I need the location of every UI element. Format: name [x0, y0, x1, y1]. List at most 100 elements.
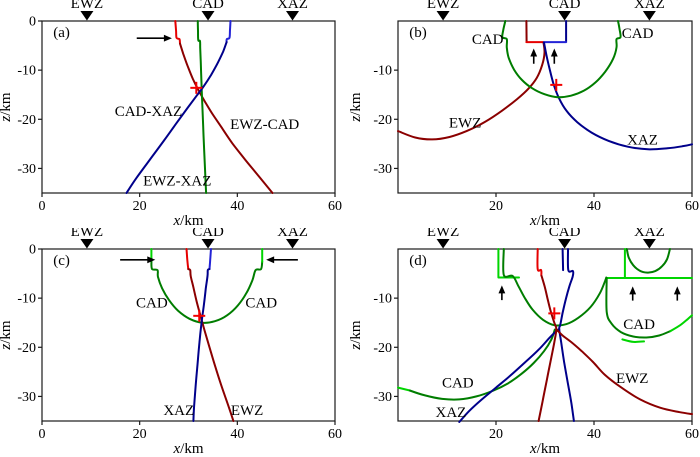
- z-tick-label: -20: [17, 341, 36, 356]
- station-label-cad: CAD: [549, 0, 581, 12]
- annotation-arrowhead: [550, 48, 558, 57]
- station-label-xaz: XAZ: [634, 0, 665, 12]
- station-label-xaz: XAZ: [634, 228, 665, 240]
- station-marker-ewz: [80, 11, 94, 21]
- curve-label-cad: CAD: [472, 32, 504, 48]
- x-tick-label: 60: [685, 427, 699, 442]
- curve-cad-blob-bright: [621, 338, 645, 343]
- station-label-cad: CAD: [549, 228, 581, 240]
- z-tick-label: -10: [373, 292, 392, 307]
- hypocenter-cross: [550, 78, 563, 91]
- axes-frame: [41, 248, 336, 422]
- curve-label-ewz: EWZ: [449, 116, 481, 132]
- curve-label-ewz-cad: EWZ-CAD: [230, 117, 299, 133]
- z-axis-label: z/km: [0, 92, 14, 123]
- z-tick-label: -10: [17, 292, 36, 307]
- curve-cad-shallow-left: [497, 248, 520, 279]
- panel-c-plot: 0 20 40 60 0 -10 -20 -30 x/km z/km EWZ CAD XAZ (c) CAD…: [0, 228, 342, 457]
- curve-label-cad: CAD: [442, 376, 474, 392]
- curve-cad-xaz: [125, 41, 228, 194]
- z-tick-label: -10: [373, 64, 392, 79]
- curve-label-xaz: XAZ: [436, 405, 467, 421]
- curve-label-ewz: EWZ: [616, 371, 648, 387]
- curve-label-ewz-xaz: EWZ-XAZ: [143, 174, 211, 190]
- z-tick-label: -20: [373, 113, 392, 128]
- annotation-arrowhead: [673, 286, 681, 295]
- station-marker-ewz: [436, 239, 450, 249]
- station-marker-xaz: [286, 239, 300, 249]
- z-tick-label: -30: [17, 390, 36, 405]
- station-marker-cad: [201, 239, 215, 249]
- station-marker-cad: [558, 11, 572, 21]
- curve-cad-arc-deep-bright: [397, 386, 411, 392]
- x-tick-label: 60: [685, 199, 699, 214]
- axes-frame: [41, 20, 336, 194]
- x-axis-label: x/km: [529, 441, 560, 457]
- curve-ewz-cad-top: [174, 20, 181, 45]
- axes-frame: [397, 248, 693, 422]
- station-label-cad: CAD: [192, 0, 224, 12]
- x-tick-label: 20: [489, 427, 503, 442]
- panel-letter: (c): [53, 253, 70, 269]
- curve-cad-arc-right-bright: [669, 314, 693, 333]
- station-label-ewz: EWZ: [71, 0, 103, 12]
- z-axis-label: z/km: [350, 320, 364, 351]
- annotation-arrowhead: [530, 48, 538, 57]
- x-tick-label: 20: [133, 199, 147, 214]
- curve-ewz-xaz: [196, 20, 208, 194]
- curve-ewz-arc: [397, 41, 546, 141]
- curve-ewz-arc: [555, 328, 693, 416]
- station-marker-cad: [201, 11, 215, 21]
- z-tick-label: -30: [17, 162, 36, 177]
- annotation-arrowhead: [498, 285, 506, 294]
- station-label-ewz: EWZ: [427, 228, 459, 240]
- curve-cad-xaz-top: [225, 20, 232, 44]
- z-tick-label: -10: [17, 64, 36, 79]
- curve-cad-arc-right: [605, 277, 672, 339]
- curve-xaz: [192, 268, 211, 422]
- station-marker-cad: [558, 239, 572, 249]
- hypocenter-cross: [190, 81, 203, 94]
- z-tick-label: -30: [373, 162, 392, 177]
- panel-a-plot: 0 20 40 60 0 -10 -20 -30 x/km z/km EWZ CAD XAZ (a) CAD…: [0, 0, 342, 228]
- curve-ewz-top: [185, 248, 190, 271]
- annotation-arrowhead: [163, 34, 172, 42]
- z-tick-label: 0: [29, 15, 36, 30]
- x-tick-label: 40: [230, 427, 244, 442]
- curve-xaz-top: [208, 248, 212, 271]
- curve-xaz-shallow-left: [561, 248, 565, 272]
- x-axis-label: x/km: [172, 441, 203, 457]
- station-marker-xaz: [642, 239, 656, 249]
- curve-label-cad: CAD: [622, 26, 654, 42]
- x-tick-label: 40: [587, 427, 601, 442]
- panel-letter: (b): [409, 25, 427, 41]
- z-tick-label: -20: [17, 113, 36, 128]
- curve-label-cad: CAD: [136, 296, 168, 312]
- curve-label-cad: CAD: [245, 296, 277, 312]
- curve-ewz-branch: [537, 275, 558, 422]
- curve-xaz-arc: [458, 328, 561, 423]
- curve-label-cad: CAD: [623, 317, 655, 333]
- curve-cad-arc: [501, 20, 622, 99]
- station-label-cad: CAD: [192, 228, 224, 240]
- panel-letter: (d): [409, 253, 427, 269]
- curve-ewz-shallow: [536, 248, 543, 277]
- hypocenter-cross: [548, 307, 561, 320]
- station-label-xaz: XAZ: [277, 0, 308, 12]
- station-marker-ewz: [80, 239, 94, 249]
- curve-label-cad-xaz: CAD-XAZ: [115, 104, 183, 120]
- station-label-xaz: XAZ: [277, 228, 308, 240]
- x-tick-label: 20: [133, 427, 147, 442]
- x-axis-label: x/km: [172, 213, 203, 228]
- station-marker-ewz: [436, 11, 450, 21]
- curve-label-ewz: EWZ: [231, 403, 263, 419]
- curve-xaz-arc: [543, 41, 693, 151]
- curve-cad-arc-center: [502, 248, 608, 327]
- station-label-ewz: EWZ: [71, 228, 103, 240]
- annotation-arrowhead: [266, 256, 275, 264]
- curve-xaz-branch: [558, 248, 575, 422]
- curve-label-xaz: XAZ: [163, 403, 194, 419]
- annotation-arrowhead: [629, 286, 637, 295]
- curve-cad-arc-deep: [408, 328, 556, 401]
